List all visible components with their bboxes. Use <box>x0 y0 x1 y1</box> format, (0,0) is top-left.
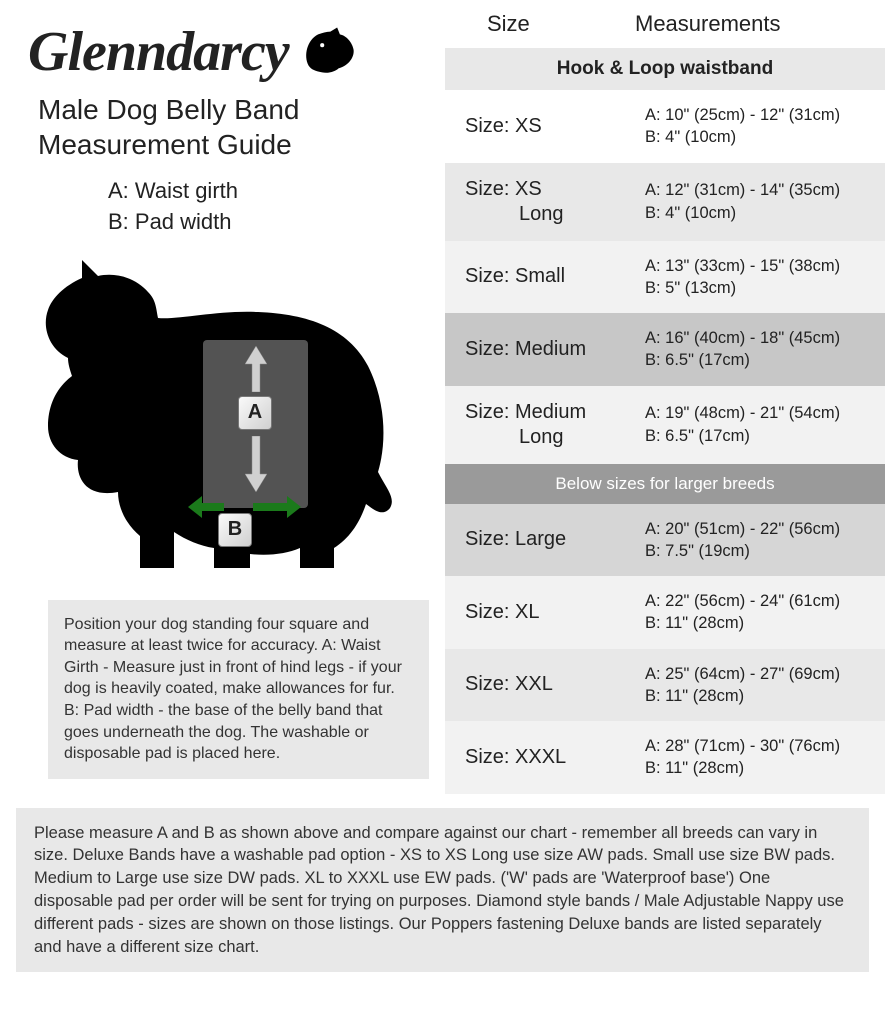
measurement-cell: A: 28" (71cm) - 30" (76cm)B: 11" (28cm) <box>645 735 885 780</box>
size-table: Size Measurements Hook & Loop waistband … <box>445 0 885 794</box>
page-title: Male Dog Belly Band Measurement Guide <box>38 92 435 162</box>
size-cell: Size: XXXL <box>445 745 645 770</box>
size-cell: Size: Small <box>445 264 645 289</box>
legend-b: B: Pad width <box>108 207 435 238</box>
header-measurements: Measurements <box>605 11 885 37</box>
measurement-instructions: Position your dog standing four square a… <box>48 600 429 779</box>
measurement-cell: A: 25" (64cm) - 27" (69cm)B: 11" (28cm) <box>645 663 885 708</box>
table-row: Size: XSLongA: 12" (31cm) - 14" (35cm)B:… <box>445 163 885 241</box>
size-cell: Size: XSLong <box>445 177 645 227</box>
table-header: Size Measurements <box>445 0 885 48</box>
measurement-cell: A: 13" (33cm) - 15" (38cm)B: 5" (13cm) <box>645 255 885 300</box>
dog-head-icon <box>295 18 363 86</box>
size-cell: Size: XXL <box>445 672 645 697</box>
title-line-2: Measurement Guide <box>38 129 292 160</box>
measurement-cell: A: 16" (40cm) - 18" (45cm)B: 6.5" (17cm) <box>645 327 885 372</box>
table-row: Size: LargeA: 20" (51cm) - 22" (56cm)B: … <box>445 504 885 577</box>
section-hook-loop: Hook & Loop waistband <box>445 48 885 90</box>
measurement-cell: A: 10" (25cm) - 12" (31cm)B: 4" (10cm) <box>645 104 885 149</box>
marker-b: B <box>218 513 252 547</box>
section-larger-breeds: Below sizes for larger breeds <box>445 464 885 504</box>
arrow-a-down-icon <box>245 436 267 492</box>
legend: A: Waist girth B: Pad width <box>108 176 435 238</box>
measurement-cell: A: 19" (48cm) - 21" (54cm)B: 6.5" (17cm) <box>645 402 885 447</box>
left-panel: Glenndarcy Male Dog Belly Band Measureme… <box>0 0 445 794</box>
size-cell: Size: Large <box>445 527 645 552</box>
table-row: Size: XXXLA: 28" (71cm) - 30" (76cm)B: 1… <box>445 721 885 794</box>
header-size: Size <box>445 11 605 37</box>
page: Glenndarcy Male Dog Belly Band Measureme… <box>0 0 885 972</box>
size-rows-group-2: Size: LargeA: 20" (51cm) - 22" (56cm)B: … <box>445 504 885 794</box>
arrow-a-up-icon <box>245 346 267 392</box>
table-row: Size: MediumLongA: 19" (48cm) - 21" (54c… <box>445 386 885 464</box>
measurement-cell: A: 12" (31cm) - 14" (35cm)B: 4" (10cm) <box>645 179 885 224</box>
legend-a: A: Waist girth <box>108 176 435 207</box>
table-row: Size: SmallA: 13" (33cm) - 15" (38cm)B: … <box>445 241 885 314</box>
table-row: Size: MediumA: 16" (40cm) - 18" (45cm)B:… <box>445 313 885 386</box>
size-cell: Size: Medium <box>445 337 645 362</box>
brand-logo-text: Glenndarcy <box>28 20 289 84</box>
measurement-cell: A: 20" (51cm) - 22" (56cm)B: 7.5" (19cm) <box>645 518 885 563</box>
table-row: Size: XLA: 22" (56cm) - 24" (61cm)B: 11"… <box>445 576 885 649</box>
footer-note: Please measure A and B as shown above an… <box>16 808 869 973</box>
measurement-cell: A: 22" (56cm) - 24" (61cm)B: 11" (28cm) <box>645 590 885 635</box>
size-cell: Size: MediumLong <box>445 400 645 450</box>
arrow-b-right-icon <box>253 496 301 518</box>
size-rows-group-1: Size: XSA: 10" (25cm) - 12" (31cm)B: 4" … <box>445 90 885 464</box>
size-cell: Size: XL <box>445 600 645 625</box>
table-row: Size: XSA: 10" (25cm) - 12" (31cm)B: 4" … <box>445 90 885 163</box>
title-line-1: Male Dog Belly Band <box>38 94 299 125</box>
table-row: Size: XXLA: 25" (64cm) - 27" (69cm)B: 11… <box>445 649 885 722</box>
size-cell: Size: XS <box>445 114 645 139</box>
dog-diagram: A B <box>28 248 418 588</box>
marker-a: A <box>238 396 272 430</box>
